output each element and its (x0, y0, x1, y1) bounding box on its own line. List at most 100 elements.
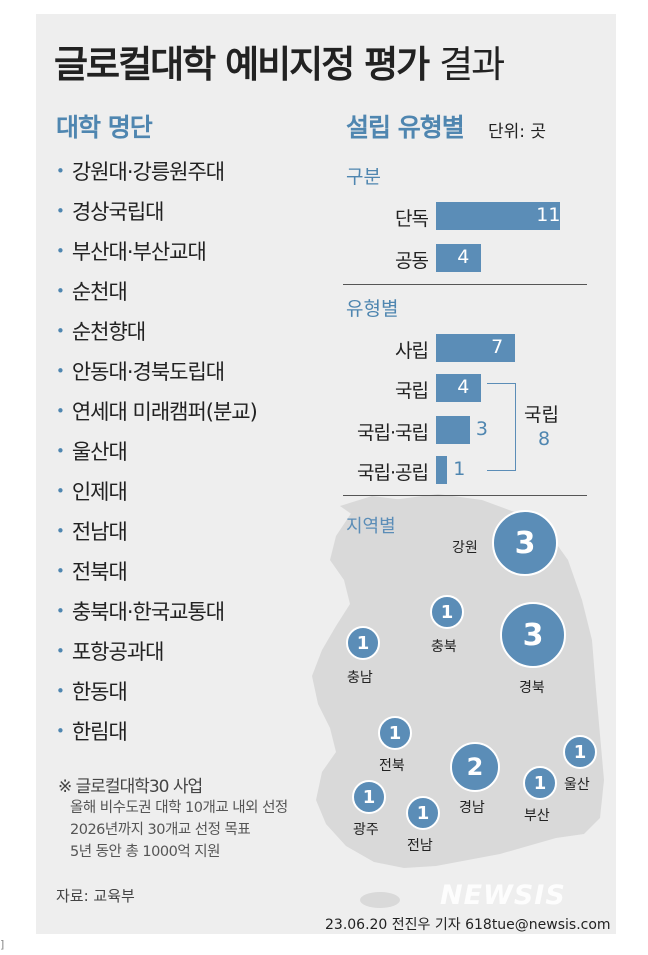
national-bracket (487, 383, 516, 471)
divider (343, 495, 587, 496)
bullet-icon: • (56, 362, 65, 380)
bar (436, 244, 482, 272)
bar (436, 416, 470, 444)
university-name: 강원대·강릉원주대 (71, 160, 225, 184)
page-title: 글로컬대학 예비지정 평가 결과 (54, 34, 505, 88)
bullet-icon: • (56, 602, 65, 620)
bullet-icon: • (56, 522, 65, 540)
university-list-item: • 인제대 (56, 476, 257, 516)
bullet-icon: • (56, 202, 65, 220)
chart-heading: 설립 유형별 (346, 113, 465, 142)
region-label: 부산 (524, 808, 550, 824)
region-label: 울산 (564, 777, 590, 793)
university-list-item: • 강원대·강릉원주대 (56, 156, 257, 196)
university-list-item: • 순천대 (56, 276, 257, 316)
university-list: • 강원대·강릉원주대 • 경상국립대 • 부산대·부산교대 • 순천대 • 순천향대 • 안동대·경… (56, 156, 258, 756)
region-bubble: 1 (346, 626, 380, 660)
university-list-item: • 한림대 (56, 716, 257, 756)
region-bubble: 1 (378, 716, 412, 750)
university-list-item: • 연세대 미래캠퍼(분교) (56, 396, 258, 436)
region-label: 광주 (353, 822, 379, 838)
university-list-item: • 전북대 (56, 556, 257, 596)
note-line: 2026년까지 30개교 선정 목표 (70, 822, 251, 838)
title-light: 결과 (439, 43, 505, 86)
university-list-item: • 안동대·경북도립대 (56, 356, 257, 396)
university-name: 순천대 (71, 280, 128, 304)
university-list-item: • 포항공과대 (56, 636, 257, 676)
university-name: 경상국립대 (71, 200, 165, 224)
category-label: 공동 (395, 250, 429, 272)
bullet-icon: • (56, 162, 65, 180)
jeju-island-shape (360, 892, 400, 908)
region-bubble: 1 (406, 796, 440, 830)
university-list-item: • 충북대·한국교통대 (56, 596, 257, 636)
region-bubble: 1 (563, 735, 597, 769)
unit-label: 단위: 곳 (488, 122, 547, 142)
category-label: 단독 (395, 208, 429, 230)
region-bubble: 3 (500, 602, 566, 668)
region-label: 충북 (431, 639, 457, 655)
university-name: 울산대 (71, 440, 128, 464)
bullet-icon: • (56, 682, 65, 700)
region-bubble: 1 (523, 766, 557, 800)
bar (436, 374, 482, 402)
bullet-icon: • (56, 562, 65, 580)
university-name: 연세대 미래캠퍼(분교) (71, 400, 258, 424)
category-label: 국립·국립 (357, 422, 429, 444)
category-label: 국립 (395, 380, 429, 402)
university-name: 인제대 (71, 480, 128, 504)
national-total-value: 8 (538, 428, 551, 450)
bullet-icon: • (56, 242, 65, 260)
university-name: 전북대 (71, 560, 128, 584)
region-bubble: 3 (492, 510, 558, 576)
region-label: 충남 (347, 670, 373, 686)
university-name: 안동대·경북도립대 (71, 360, 225, 384)
university-name: 전남대 (71, 520, 128, 544)
region-label: 전북 (379, 758, 405, 774)
source-text: 자료: 교육부 (56, 887, 135, 905)
bullet-icon: • (56, 482, 65, 500)
bar-value-label: 1 (453, 458, 466, 480)
bullet-icon: • (56, 402, 65, 420)
bar (436, 334, 516, 362)
bullet-icon: • (56, 322, 65, 340)
bullet-icon: • (56, 722, 65, 740)
chart2-subtitle: 유형별 (346, 298, 399, 320)
bar-value-label: 3 (475, 418, 488, 440)
university-list-item: • 전남대 (56, 516, 257, 556)
university-name: 한림대 (71, 720, 128, 744)
title-bold: 글로컬대학 예비지정 평가 (54, 43, 430, 86)
university-list-item: • 순천향대 (56, 316, 257, 356)
bullet-icon: • (56, 282, 65, 300)
bar-value-label: 4 (457, 376, 470, 398)
region-bubble: 2 (450, 742, 500, 792)
newsis-watermark-logo: NEWSIS (440, 880, 566, 911)
university-name: 한동대 (71, 680, 128, 704)
university-name: 부산대·부산교대 (71, 240, 207, 264)
edge-char: ] (0, 938, 5, 951)
bar-value-label: 4 (457, 246, 470, 268)
divider (343, 284, 587, 285)
project-note: ※ 글로컬대학30 사업 올해 비수도권 대학 10개교 내외 선정 2026년… (58, 772, 288, 863)
region-label: 경북 (519, 680, 545, 696)
university-list-item: • 울산대 (56, 436, 257, 476)
region-label: 경남 (459, 800, 485, 816)
note-line: 올해 비수도권 대학 10개교 내외 선정 (70, 800, 288, 816)
university-list-item: • 한동대 (56, 676, 257, 716)
university-list-item: • 부산대·부산교대 (56, 236, 257, 276)
region-label: 전남 (407, 838, 433, 854)
category-label: 국립·공립 (357, 462, 429, 484)
university-list-item: • 경상국립대 (56, 196, 257, 236)
university-name: 충북대·한국교통대 (71, 600, 225, 624)
bullet-icon: • (56, 442, 65, 460)
university-name: 순천향대 (71, 320, 146, 344)
region-bubble: 1 (430, 595, 464, 629)
credit-text: 23.06.20 전진우 기자 618tue@newsis.com (325, 917, 611, 933)
note-heading: ※ 글로컬대학30 사업 (58, 777, 203, 797)
region-label: 강원 (452, 540, 478, 556)
region-chart-subtitle: 지역별 (346, 516, 396, 537)
bar (436, 202, 561, 230)
university-name: 포항공과대 (71, 640, 165, 664)
bar-value-label: 7 (491, 336, 504, 358)
bar (436, 456, 448, 484)
